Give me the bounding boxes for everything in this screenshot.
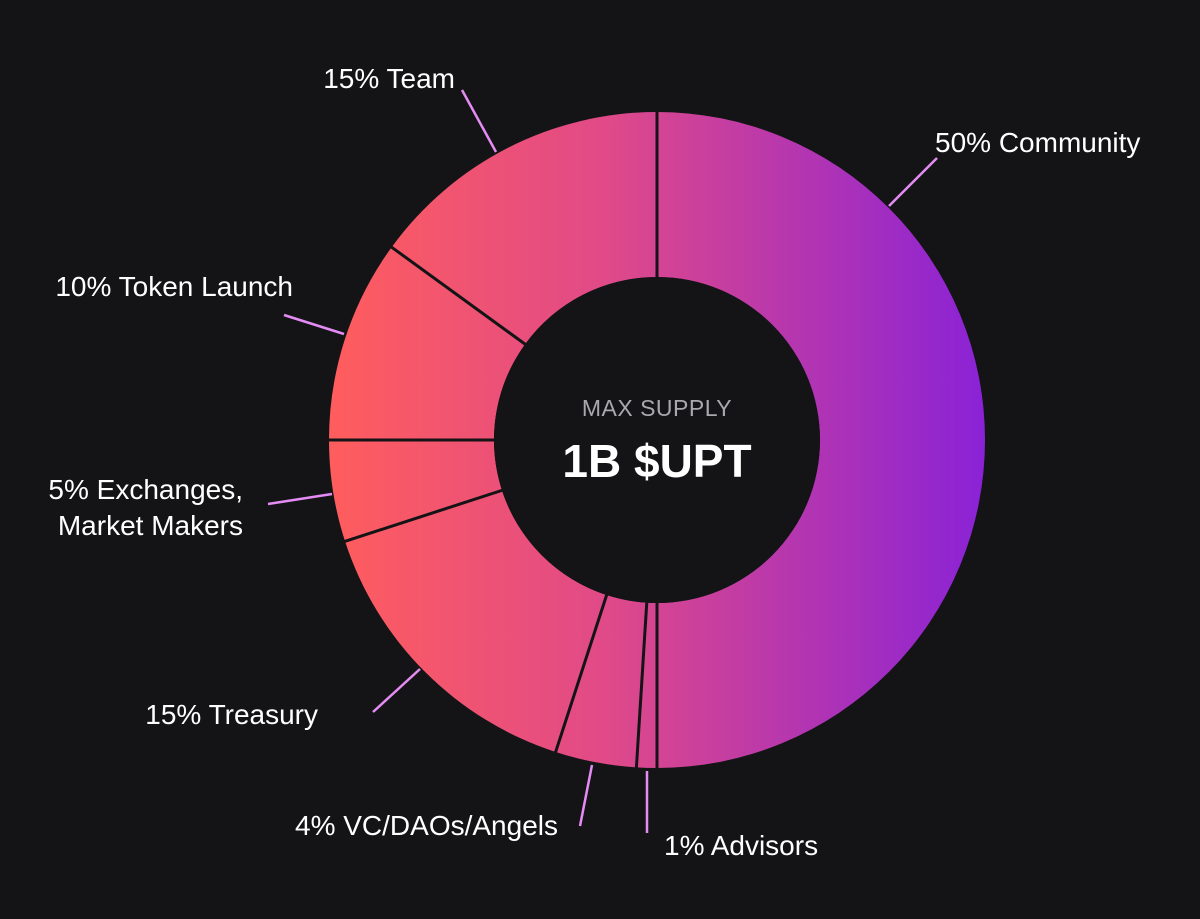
label-team: 15% Team: [323, 63, 455, 94]
label-line: 50% Community: [935, 127, 1140, 158]
slice-vc-daos-angels: [555, 595, 647, 768]
leader-line-vc-daos-angels: [578, 764, 594, 827]
slice-token-launch: [329, 247, 526, 440]
center-value: 1B $UPT: [562, 435, 751, 487]
label-line: 15% Team: [323, 63, 455, 94]
label-line: 1% Advisors: [664, 830, 818, 861]
separator-line: [634, 600, 649, 770]
donut-hole: [494, 277, 820, 603]
leader-line-community: [888, 157, 938, 207]
separator-line: [389, 244, 528, 347]
leader-line-exchanges-market-makers: [267, 492, 333, 506]
leader-lines: [267, 89, 938, 833]
label-treasury: 15% Treasury: [145, 699, 318, 730]
label-line: 5% Exchanges,: [48, 474, 243, 505]
slice-treasury: [345, 490, 607, 752]
slice-labels: 50% Community 1% Advisors 4% VC/DAOs/Angel…: [48, 63, 1140, 861]
slice-community: [657, 112, 985, 768]
separator-line: [342, 488, 505, 544]
label-advisors: 1% Advisors: [664, 830, 818, 861]
label-vc-daos-angels: 4% VC/DAOs/Angels: [295, 810, 558, 841]
leader-line-team: [460, 89, 498, 153]
label-line: 10% Token Launch: [55, 271, 293, 302]
separator-line: [553, 592, 609, 755]
center-caption: MAX SUPPLY: [582, 395, 732, 421]
label-line: 15% Treasury: [145, 699, 318, 730]
slice-team: [391, 112, 657, 345]
slice-exchanges-market-makers: [329, 440, 502, 542]
label-exchanges-market-makers: 5% Exchanges, Market Makers: [48, 474, 243, 541]
label-token-launch: 10% Token Launch: [55, 271, 293, 302]
label-community: 50% Community: [935, 127, 1140, 158]
slice-separators: [327, 110, 659, 770]
label-line: Market Makers: [58, 510, 243, 541]
leader-line-treasury: [372, 668, 421, 713]
label-line: 4% VC/DAOs/Angels: [295, 810, 558, 841]
slice-advisors: [636, 602, 657, 768]
donut-slices: [329, 112, 985, 768]
leader-line-token-launch: [283, 313, 345, 336]
